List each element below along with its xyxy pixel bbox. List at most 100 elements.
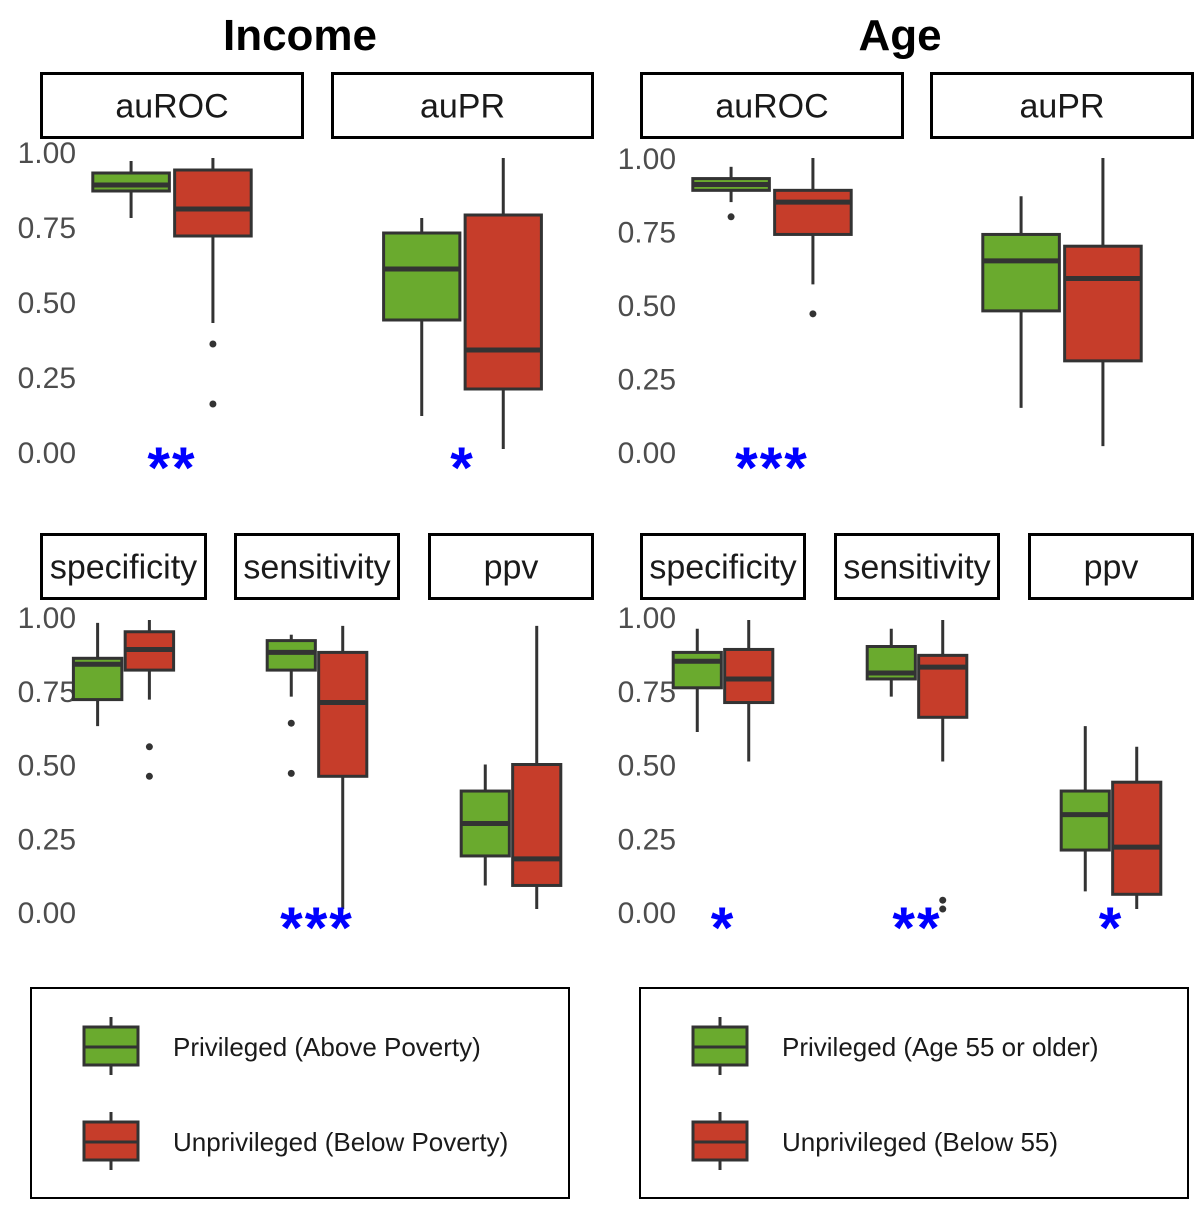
y-tick-label: 1.00 xyxy=(18,602,76,635)
outlier-point xyxy=(287,719,295,727)
strip-header xyxy=(640,533,806,600)
box-privileged xyxy=(382,218,462,416)
y-tick-label: 0.00 xyxy=(618,897,676,930)
box-body xyxy=(1063,244,1143,363)
legend-entry: Unprivileged (Below Poverty) xyxy=(82,1112,508,1170)
box-privileged xyxy=(1059,726,1111,892)
panel-ppv: ppv xyxy=(428,533,594,910)
legend-entry: Privileged (Above Poverty) xyxy=(82,1017,481,1075)
y-tick-label: 0.50 xyxy=(18,750,76,783)
significance-marker: * xyxy=(711,896,736,961)
outlier-point xyxy=(939,896,947,904)
y-tick-label: 1.00 xyxy=(18,137,76,170)
legend-box xyxy=(639,987,1189,1199)
strip-label: auROC xyxy=(715,88,828,126)
box-body xyxy=(671,650,723,690)
y-tick-label: 1.00 xyxy=(618,143,676,176)
panels: 0.00 0.25 0.50 0.75 1.00 0.00 0.25 0.50 0.75 1.00… xyxy=(18,72,1194,961)
strip-header xyxy=(640,72,904,139)
age-column: 0.00 0.25 0.50 0.75 1.00 0.00 0.25 0.50 0.75 1.00… xyxy=(618,72,1194,961)
age-legend: Privileged (Age 55 or older) Unprivileged… xyxy=(639,987,1189,1199)
panel-auPR: auPR * xyxy=(331,72,594,501)
legend-label: Privileged (Above Poverty) xyxy=(173,1032,481,1062)
legend-entry: Privileged (Age 55 or older) xyxy=(691,1017,1099,1075)
box-unprivileged xyxy=(1063,158,1143,447)
outlier-point xyxy=(145,772,153,780)
box-unprivileged xyxy=(773,158,853,318)
y-tick-label: 0.50 xyxy=(618,750,676,783)
income-legend: Privileged (Above Poverty) Unprivileged (… xyxy=(30,987,570,1199)
legends: Privileged (Above Poverty) Unprivileged (… xyxy=(30,987,1189,1199)
significance-marker: * xyxy=(450,436,475,501)
box-privileged xyxy=(71,622,124,727)
outlier-point xyxy=(145,743,153,751)
y-tick-label: 0.75 xyxy=(18,212,76,245)
age-title: Age xyxy=(858,11,941,60)
box-body xyxy=(1059,789,1111,852)
y-tick-label: 0.00 xyxy=(18,437,76,470)
strip-label: auPR xyxy=(420,88,505,126)
strip-label: specificity xyxy=(50,549,197,587)
outlier-point xyxy=(209,400,217,408)
strip-label: ppv xyxy=(484,549,539,587)
strip-label: auPR xyxy=(1019,88,1104,126)
box-privileged xyxy=(981,196,1061,408)
legend-box xyxy=(30,987,570,1199)
box-body xyxy=(317,650,369,778)
panel-sensitivity: sensitivity *** xyxy=(234,533,400,961)
strip-header xyxy=(428,533,594,600)
box-unprivileged xyxy=(1111,746,1163,910)
box-body xyxy=(917,653,969,719)
box-unprivileged xyxy=(511,625,563,910)
legend-entry: Unprivileged (Below 55) xyxy=(691,1112,1058,1170)
significance-marker: ** xyxy=(147,436,196,501)
outlier-point xyxy=(939,905,947,913)
strip-label: ppv xyxy=(1084,549,1139,587)
y-tick-label: 0.00 xyxy=(18,897,76,930)
box-privileged xyxy=(265,634,317,777)
box-body xyxy=(91,171,171,193)
box-body xyxy=(511,763,563,887)
box-privileged xyxy=(671,628,723,733)
box-unprivileged xyxy=(173,158,253,408)
strip-label: sensitivity xyxy=(843,549,990,587)
box-privileged xyxy=(91,161,171,218)
panel-specificity: specificity xyxy=(40,533,207,780)
strip-header xyxy=(930,72,1194,139)
box-unprivileged xyxy=(123,619,176,780)
box-unprivileged xyxy=(917,619,969,913)
y-tick-label: 0.25 xyxy=(618,364,676,397)
legend-label: Unprivileged (Below 55) xyxy=(782,1127,1058,1157)
y-tick-label: 0.25 xyxy=(18,362,76,395)
y-tick-label: 0.25 xyxy=(618,823,676,856)
box-body xyxy=(723,647,775,705)
y-tick-label: 0.75 xyxy=(18,676,76,709)
box-body xyxy=(382,231,462,322)
y-tick-label: 0.75 xyxy=(618,217,676,250)
strip-header xyxy=(331,72,594,139)
box-body xyxy=(265,639,317,672)
significance-marker: *** xyxy=(735,436,809,501)
box-body xyxy=(773,188,853,236)
y-tick-label: 1.00 xyxy=(618,602,676,635)
panel-ppv: ppv * xyxy=(1028,533,1194,961)
box-privileged xyxy=(459,764,511,886)
income-title: Income xyxy=(223,11,377,60)
panel-auROC: auROC ** xyxy=(40,72,304,501)
panel-specificity: specificity * xyxy=(640,533,806,961)
strip-header xyxy=(234,533,400,600)
income-column: 0.00 0.25 0.50 0.75 1.00 0.00 0.25 0.50 0.75 1.00… xyxy=(18,72,594,961)
strip-label: specificity xyxy=(649,549,796,587)
box-body xyxy=(1111,780,1163,896)
box-body xyxy=(463,213,543,391)
y-tick-label: 0.00 xyxy=(618,437,676,470)
strip-label: sensitivity xyxy=(243,549,390,587)
box-body xyxy=(173,168,253,238)
box-body xyxy=(981,232,1061,313)
significance-marker: ** xyxy=(892,896,941,961)
legend-label: Privileged (Age 55 or older) xyxy=(782,1032,1099,1062)
panel-auPR: auPR xyxy=(930,72,1194,447)
outlier-point xyxy=(727,213,735,221)
